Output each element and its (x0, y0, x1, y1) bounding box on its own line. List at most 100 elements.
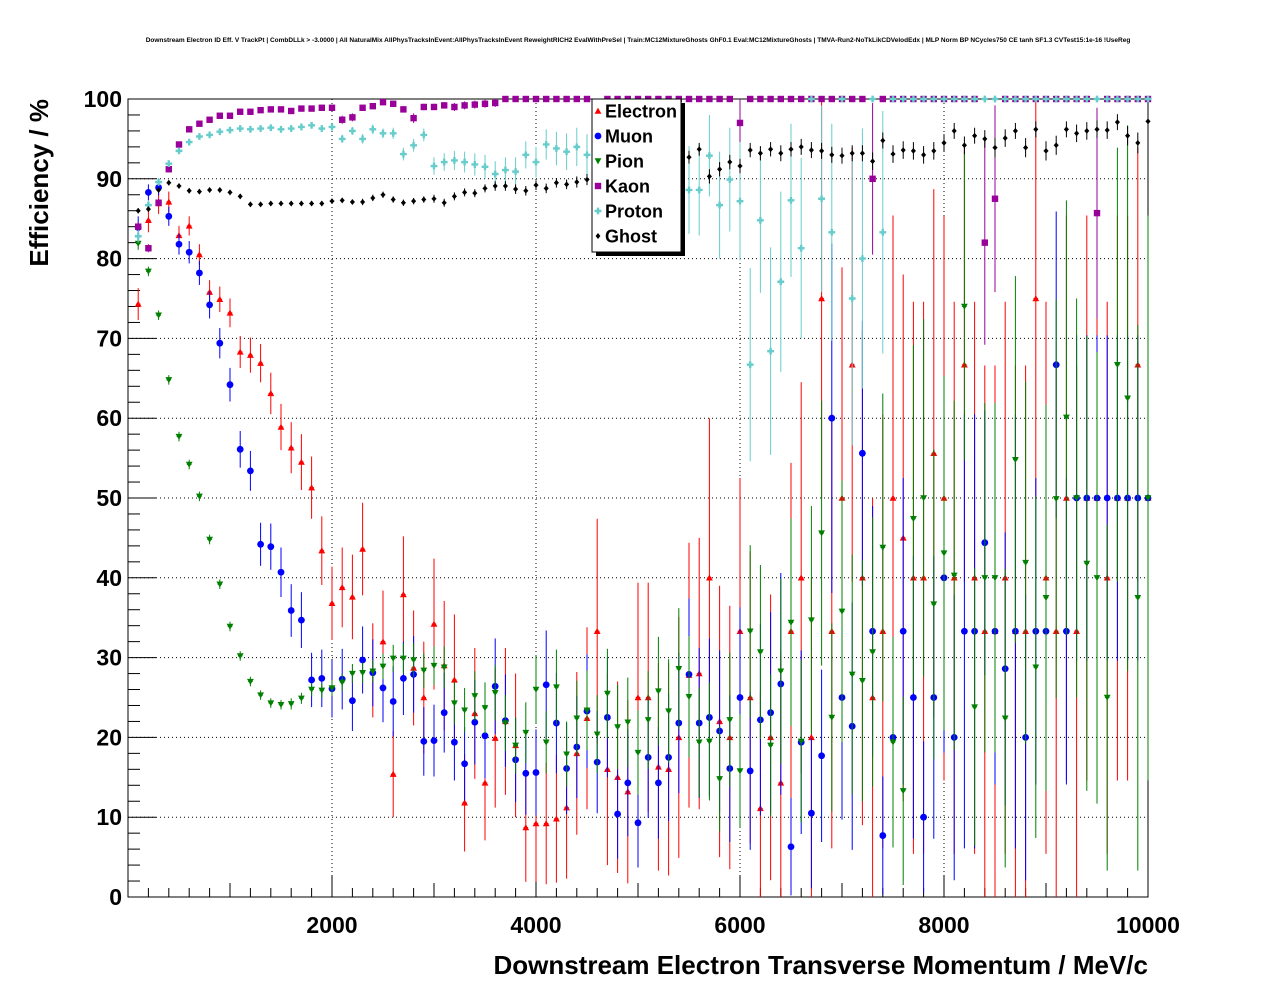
ghost-point (941, 139, 947, 146)
muon-point (808, 809, 815, 817)
proton-point (573, 143, 581, 151)
ghost-point (421, 196, 427, 203)
proton-point (542, 141, 550, 148)
y-tick-label: 40 (96, 565, 122, 591)
proton-point (828, 228, 836, 236)
kaon-point (339, 116, 346, 123)
kaon-point (991, 195, 999, 202)
proton-point (736, 197, 744, 205)
kaon-point (451, 103, 458, 111)
muon-point (828, 414, 836, 422)
muon-point (196, 269, 203, 277)
proton-point (216, 128, 224, 136)
muon-point (471, 718, 479, 726)
ghost-point (1135, 139, 1141, 146)
kaon-point (430, 103, 438, 111)
muon-point (461, 760, 468, 768)
ghost-point (798, 143, 804, 150)
ghost-point (890, 151, 896, 158)
legend-marker-kaon (594, 182, 602, 190)
ghost-point (1094, 126, 1100, 133)
pion-point (695, 739, 703, 746)
proton-point (481, 163, 489, 171)
proton-point (185, 138, 193, 146)
kaon-point (532, 95, 540, 103)
pion-point (1103, 694, 1111, 701)
proton-point (1012, 95, 1019, 103)
electron-point (593, 627, 601, 634)
muon-point (359, 656, 366, 664)
proton-point (838, 95, 846, 103)
pion-point (879, 544, 887, 551)
legend: Electron Muon Pion Kaon Proton Ghost (591, 98, 685, 256)
ghost-point (258, 201, 263, 208)
muon-point (624, 779, 632, 787)
muon-point (634, 819, 642, 827)
pion-point (757, 649, 764, 656)
pion-point (553, 684, 560, 691)
electron-point (430, 620, 438, 627)
ghost-point (584, 176, 590, 183)
pion-point (1144, 495, 1152, 502)
pion-point (522, 729, 530, 737)
kaon-point (288, 107, 295, 115)
muon-point (247, 467, 254, 475)
proton-point (767, 347, 775, 355)
electron-point (328, 599, 336, 607)
ghost-point (472, 190, 478, 197)
ghost-point (503, 182, 508, 189)
pion-point (359, 670, 366, 677)
ghost-point (564, 181, 569, 188)
kaon-point (237, 108, 244, 115)
kaon-point (492, 99, 499, 107)
pion-point (1001, 715, 1009, 722)
proton-point (685, 186, 693, 194)
proton-point (981, 95, 989, 103)
ghost-point (1125, 132, 1130, 139)
muon-point (298, 616, 305, 624)
kaon-point (563, 95, 570, 103)
pion-point (1073, 495, 1080, 502)
kaon-point (298, 105, 305, 112)
proton-point (134, 232, 142, 240)
pion-point (604, 690, 611, 697)
kaon-point (757, 95, 764, 103)
proton-point (991, 95, 999, 103)
ghost-point (1053, 142, 1059, 149)
proton-point (1093, 95, 1101, 103)
ghost-point (197, 188, 202, 195)
pion-point (634, 749, 642, 756)
kaon-point (328, 104, 336, 111)
pion-point (369, 668, 377, 675)
proton-point (1114, 95, 1121, 103)
ghost-point (1033, 126, 1039, 133)
pion-point (614, 724, 621, 731)
electron-point (226, 309, 234, 316)
kaon-point (155, 199, 162, 206)
ghost-point (441, 199, 447, 206)
chart-title: Downstream Electron ID Eff. V TrackPt | … (146, 37, 1131, 44)
muon-point (818, 752, 825, 760)
pion-point (236, 653, 244, 660)
pion-point (247, 678, 254, 685)
muon-point (655, 779, 662, 787)
proton-point (430, 162, 438, 170)
muon-point (910, 694, 917, 701)
proton-point (277, 125, 285, 133)
ghost-point (227, 189, 233, 196)
ghost-point (819, 147, 824, 154)
pion-point (471, 693, 479, 700)
ghost-point (166, 179, 172, 186)
muon-point (287, 607, 295, 614)
pion-point (777, 668, 785, 675)
kaon-point (369, 102, 376, 110)
ghost-point (370, 194, 376, 201)
ghost-point (911, 147, 916, 154)
kaon-point (247, 108, 254, 115)
ghost-point (696, 146, 702, 153)
legend-label-pion: Pion (605, 152, 644, 172)
y-tick-label: 80 (96, 246, 122, 272)
muon-point (175, 240, 183, 248)
ghost-point (574, 178, 580, 185)
